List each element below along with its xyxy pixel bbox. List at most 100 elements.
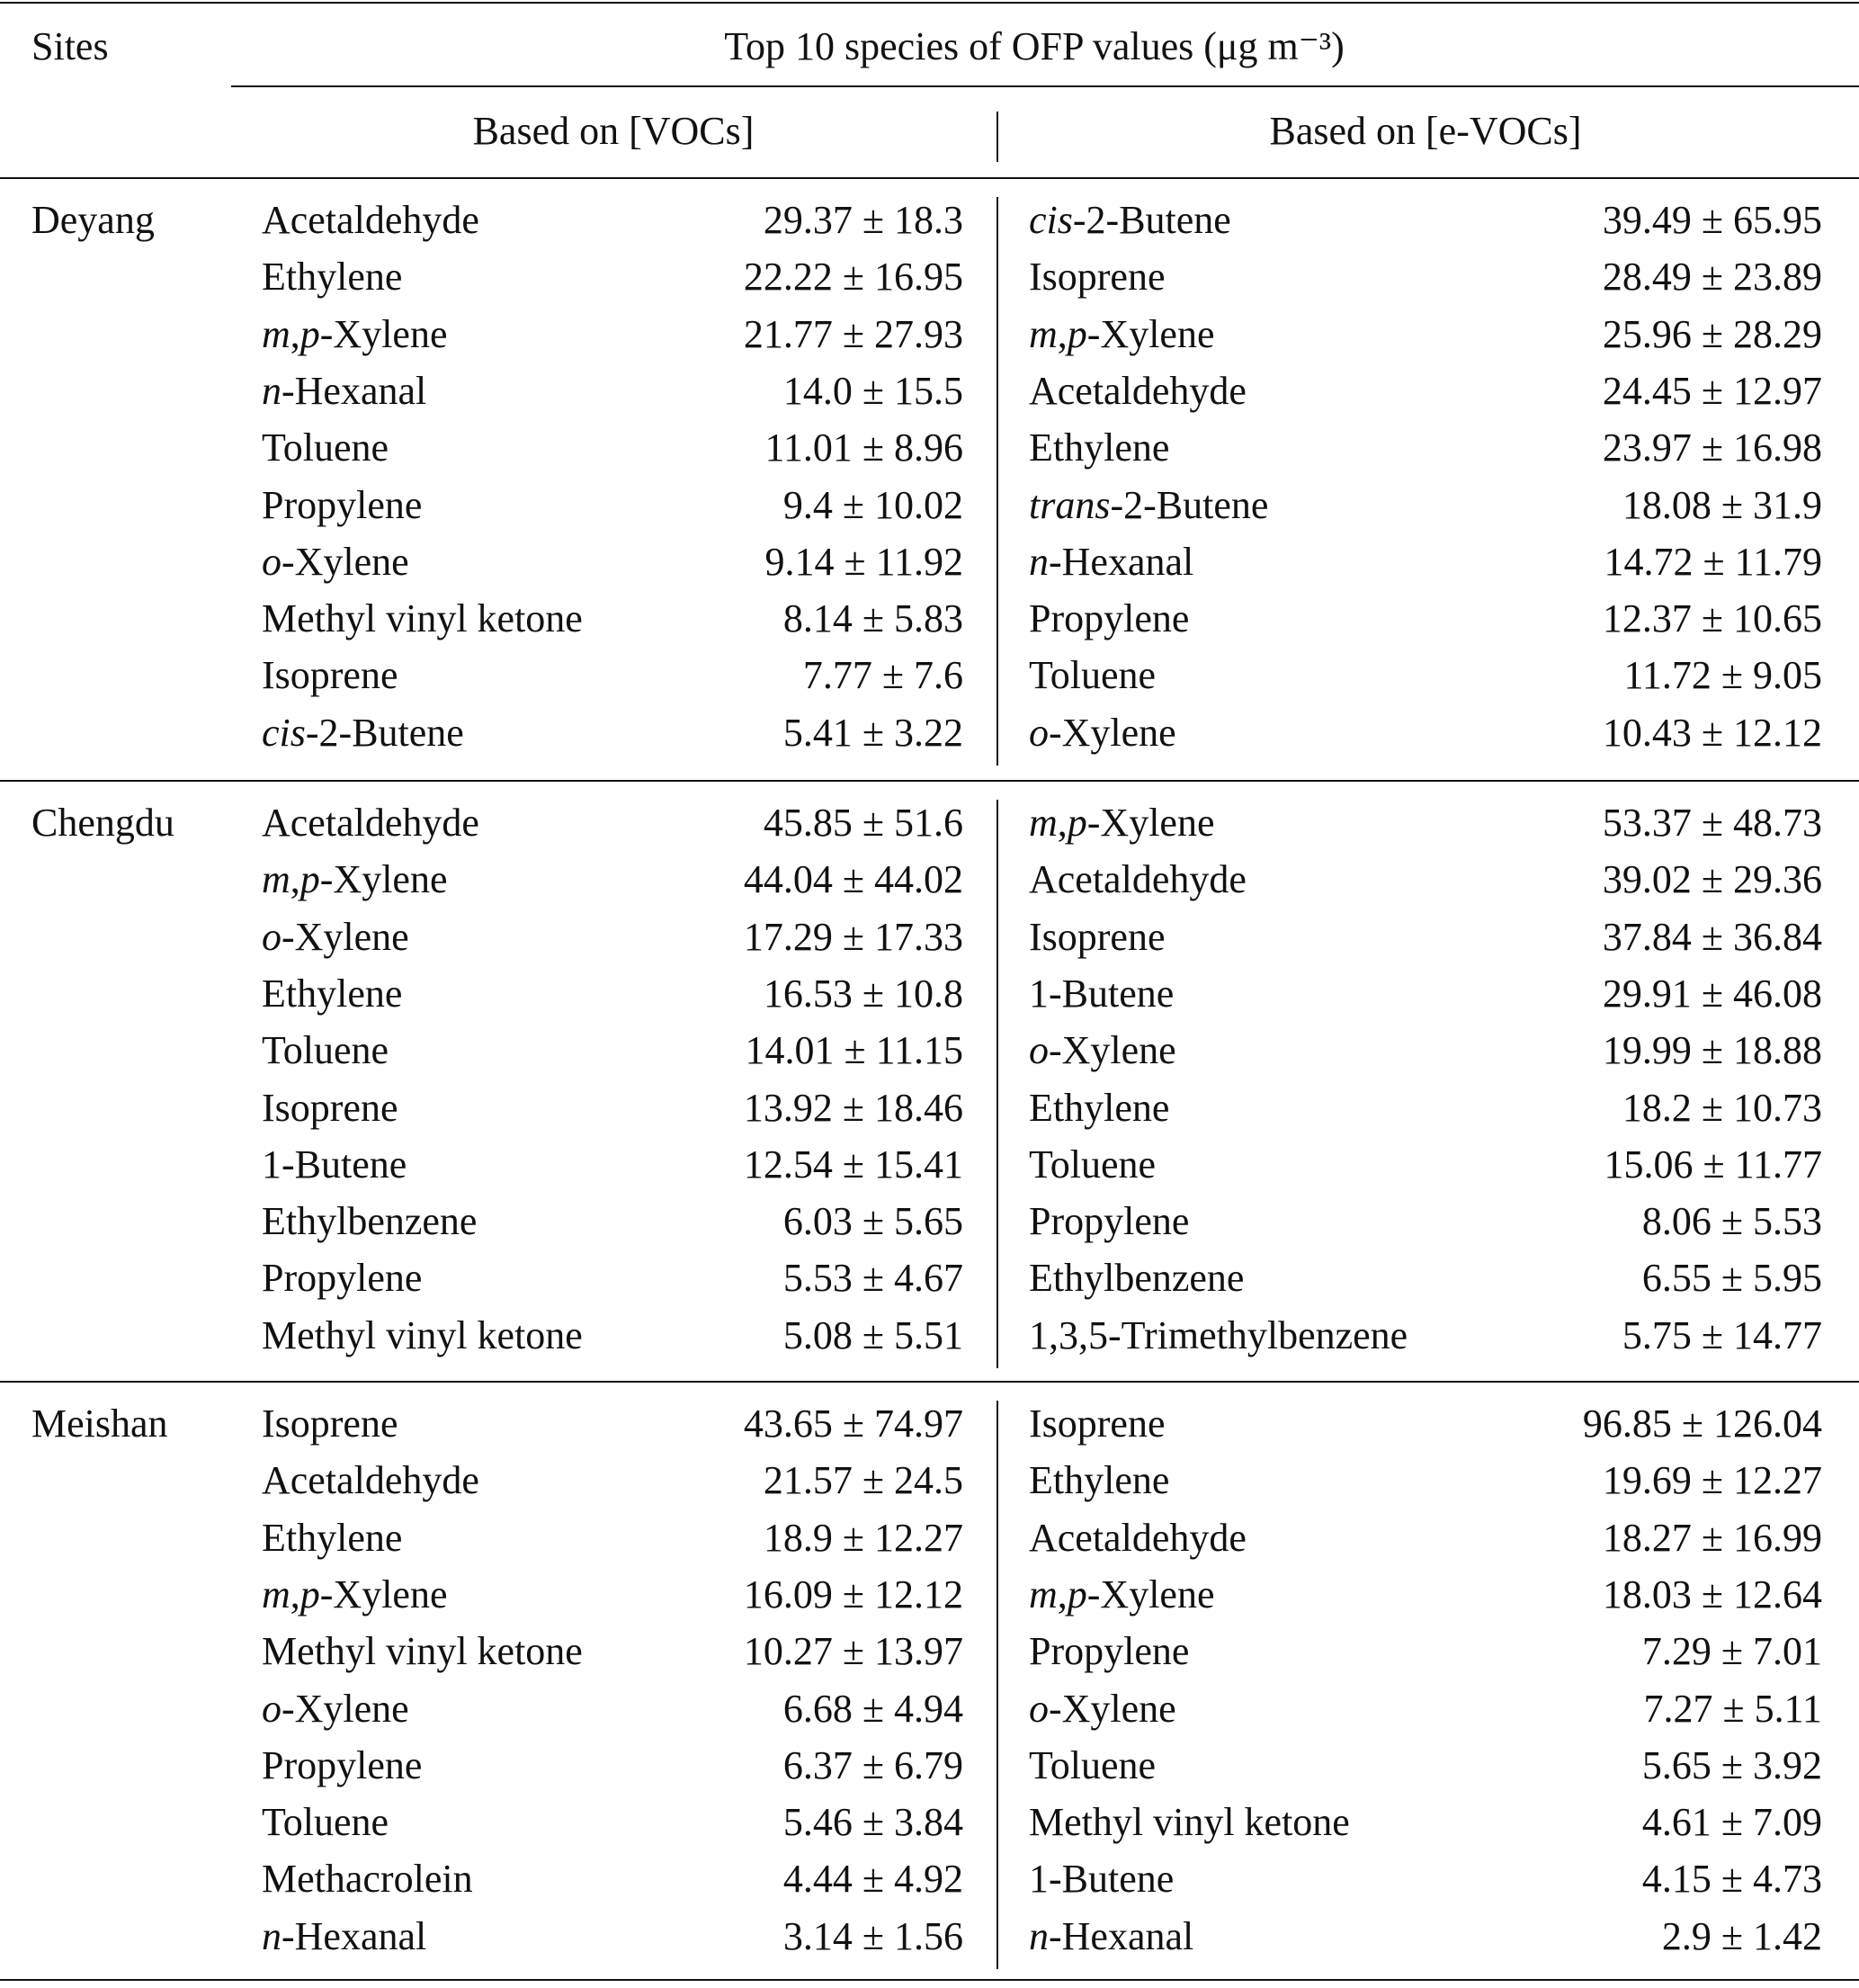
evoc-species: trans-2-Butene [1029,482,1269,527]
evoc-value: 23.97 ± 16.98 [1602,425,1822,470]
evoc-value: 4.61 ± 7.09 [1641,1800,1822,1845]
section-rule [0,780,1859,782]
voc-species: Toluene [262,1800,389,1845]
evoc-value: 18.2 ± 10.73 [1622,1085,1822,1130]
voc-value: 22.22 ± 16.95 [743,255,963,300]
sites-header: Sites [31,24,109,68]
voc-value: 43.65 ± 74.97 [743,1401,963,1446]
voc-species: Propylene [262,482,423,527]
evoc-species: Toluene [1029,1142,1157,1187]
voc-species: Toluene [262,1028,389,1073]
voc-species: Isoprene [262,1085,398,1130]
evoc-header: Based on [e-VOCs] [1269,109,1582,153]
evoc-species: m,p-Xylene [1029,311,1215,356]
voc-value: 21.77 ± 27.93 [743,311,963,356]
voc-species: m,p-Xylene [262,1572,448,1616]
evoc-species: 1,3,5-Trimethylbenzene [1029,1312,1408,1357]
evoc-species: Ethylene [1029,1458,1170,1503]
evoc-value: 28.49 ± 23.89 [1602,255,1822,300]
voc-species: Propylene [262,1742,423,1787]
evoc-species: 1-Butene [1029,971,1175,1016]
voc-species: Isoprene [262,653,398,698]
voc-value: 5.46 ± 3.84 [782,1800,963,1845]
evoc-value: 19.69 ± 12.27 [1602,1458,1822,1503]
evoc-value: 6.55 ± 5.95 [1641,1256,1822,1301]
evoc-species: Isoprene [1029,914,1166,959]
evoc-value: 5.65 ± 3.92 [1641,1742,1822,1787]
evoc-value: 24.45 ± 12.97 [1602,368,1822,413]
voc-species: m,p-Xylene [262,857,448,902]
voc-value: 45.85 ± 51.6 [763,801,963,845]
voc-value: 5.08 ± 5.51 [782,1312,963,1357]
voc-value: 17.29 ± 17.33 [743,914,963,959]
voc-value: 11.01 ± 8.96 [764,425,963,470]
evoc-value: 18.27 ± 16.99 [1602,1515,1822,1560]
voc-species: Propylene [262,1256,423,1301]
evoc-value: 29.91 ± 46.08 [1602,971,1822,1016]
voc-species: Ethylene [262,971,403,1016]
evoc-value: 12.37 ± 10.65 [1602,596,1822,641]
voc-species: Ethylbenzene [262,1199,478,1244]
column-divider [997,197,998,766]
evoc-value: 37.84 ± 36.84 [1602,914,1822,959]
site-name: Chengdu [31,801,174,845]
section-rule [0,1381,1859,1383]
voc-species: n-Hexanal [262,368,427,413]
header-bottom-rule [0,177,1859,179]
voc-value: 6.03 ± 5.65 [782,1199,963,1244]
voc-value: 29.37 ± 18.3 [763,198,963,242]
evoc-species: Isoprene [1029,255,1166,300]
evoc-species: Toluene [1029,1742,1157,1787]
site-name: Deyang [31,198,155,242]
evoc-value: 14.72 ± 11.79 [1604,539,1822,584]
evoc-species: Propylene [1029,596,1190,641]
voc-value: 3.14 ± 1.56 [782,1913,963,1958]
evoc-value: 39.02 ± 29.36 [1602,857,1822,902]
voc-value: 10.27 ± 13.97 [743,1629,963,1674]
evoc-species: o-Xylene [1029,1686,1176,1731]
voc-species: Methyl vinyl ketone [262,1312,583,1357]
column-divider [997,800,998,1368]
site-name: Meishan [31,1401,168,1446]
evoc-species: Ethylene [1029,1085,1170,1130]
voc-value: 14.0 ± 15.5 [782,368,963,413]
voc-value: 12.54 ± 15.41 [743,1142,963,1187]
evoc-species: m,p-Xylene [1029,801,1215,845]
evoc-value: 10.43 ± 12.12 [1602,710,1822,755]
evoc-value: 53.37 ± 48.73 [1602,801,1822,845]
voc-value: 6.37 ± 6.79 [782,1742,963,1787]
evoc-species: o-Xylene [1029,1028,1176,1073]
voc-value: 9.14 ± 11.92 [764,539,963,584]
voc-species: o-Xylene [262,539,409,584]
voc-species: Methyl vinyl ketone [262,1629,583,1674]
evoc-species: Methyl vinyl ketone [1029,1800,1350,1845]
voc-value: 14.01 ± 11.15 [745,1028,963,1073]
evoc-species: Propylene [1029,1199,1190,1244]
voc-header: Based on [VOCs] [472,109,755,153]
evoc-value: 18.08 ± 31.9 [1622,482,1822,527]
header-divider [997,112,998,162]
header-rule [231,85,1859,87]
evoc-value: 11.72 ± 9.05 [1623,653,1822,698]
top-rule [0,2,1859,4]
evoc-value: 7.29 ± 7.01 [1641,1629,1822,1674]
evoc-value: 5.75 ± 14.77 [1622,1312,1822,1357]
evoc-species: Acetaldehyde [1029,1515,1247,1560]
evoc-value: 19.99 ± 18.88 [1602,1028,1822,1073]
bottom-rule [0,1979,1859,1981]
voc-value: 18.9 ± 12.27 [763,1515,963,1560]
evoc-value: 8.06 ± 5.53 [1641,1199,1822,1244]
title-header: Top 10 species of OFP values (μg m⁻³) [724,24,1345,68]
evoc-value: 7.27 ± 5.11 [1643,1686,1822,1731]
voc-species: Isoprene [262,1401,398,1446]
voc-species: Ethylene [262,255,403,300]
voc-value: 6.68 ± 4.94 [782,1686,963,1731]
evoc-value: 2.9 ± 1.42 [1661,1913,1822,1958]
evoc-value: 4.15 ± 4.73 [1641,1857,1822,1902]
voc-species: n-Hexanal [262,1913,427,1958]
evoc-value: 18.03 ± 12.64 [1602,1572,1822,1616]
evoc-species: Ethylene [1029,425,1170,470]
voc-value: 13.92 ± 18.46 [743,1085,963,1130]
voc-value: 4.44 ± 4.92 [782,1857,963,1902]
